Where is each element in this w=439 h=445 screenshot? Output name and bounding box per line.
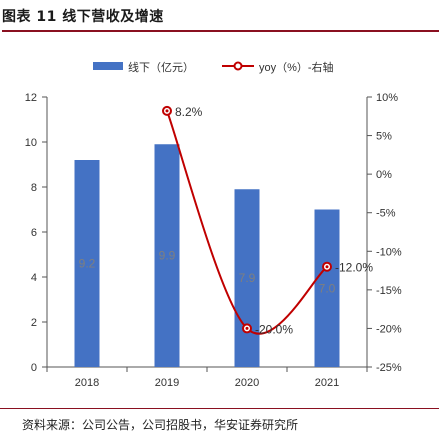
legend-swatch-marker xyxy=(233,61,243,71)
right-tick-label: -15% xyxy=(376,285,402,297)
yoy-data-label: -20.0% xyxy=(255,322,293,336)
right-tick-label: -20% xyxy=(376,323,402,335)
left-tick-label: 0 xyxy=(31,362,37,374)
plot-area: 0 2 4 6 8 10 12 -25% -20% -15% -10% -5% 0% 5% 10% 2018 2… xyxy=(25,92,402,389)
bar xyxy=(314,209,340,367)
yoy-marker-dot xyxy=(245,326,249,330)
left-tick-label: 10 xyxy=(25,137,37,149)
left-tick-label: 12 xyxy=(25,92,37,104)
left-tick-label: 6 xyxy=(31,227,37,239)
legend-swatch-bar xyxy=(93,62,123,70)
right-tick-label: 10% xyxy=(376,92,398,104)
left-tick-label: 8 xyxy=(31,182,37,194)
right-tick-label: -10% xyxy=(376,246,402,258)
chart-legend: 线下（亿元） yoy（%）-右轴 xyxy=(93,60,334,74)
source-note: 资料来源：公司公告，公司招股书，华安证券研究所 xyxy=(22,418,299,432)
yoy-line xyxy=(166,110,328,335)
right-tick-label: -5% xyxy=(376,208,396,220)
yoy-data-label: 8.2% xyxy=(175,105,203,119)
bar xyxy=(74,160,100,367)
legend-label-line: yoy（%）-右轴 xyxy=(259,60,334,74)
footer-divider xyxy=(0,408,439,409)
bar-data-label: 7.9 xyxy=(239,271,256,285)
left-tick-label: 4 xyxy=(31,272,37,284)
bar-data-label: 7.0 xyxy=(319,281,336,295)
left-tick-label: 2 xyxy=(31,317,37,329)
right-tick-label: 0% xyxy=(376,169,392,181)
x-tick-label: 2019 xyxy=(155,377,179,389)
bar-data-label: 9.2 xyxy=(79,257,96,271)
legend-label-bar: 线下（亿元） xyxy=(128,60,194,74)
yoy-data-label: -12.0% xyxy=(335,261,373,275)
x-tick-label: 2020 xyxy=(235,377,259,389)
figure-title: 图表 11 线下营收及增速 xyxy=(2,6,439,32)
combo-chart: 线下（亿元） yoy（%）-右轴 024681012-25%-20%-15%-1… xyxy=(25,60,402,389)
right-tick-label: 5% xyxy=(376,131,392,143)
right-tick-label: -25% xyxy=(376,362,402,374)
yoy-marker-dot xyxy=(165,109,169,113)
x-tick-label: 2018 xyxy=(75,377,99,389)
yoy-marker-dot xyxy=(325,265,329,269)
bar-data-label: 9.9 xyxy=(159,249,176,263)
bar xyxy=(154,144,180,367)
bar xyxy=(234,189,260,367)
x-tick-label: 2021 xyxy=(315,377,339,389)
